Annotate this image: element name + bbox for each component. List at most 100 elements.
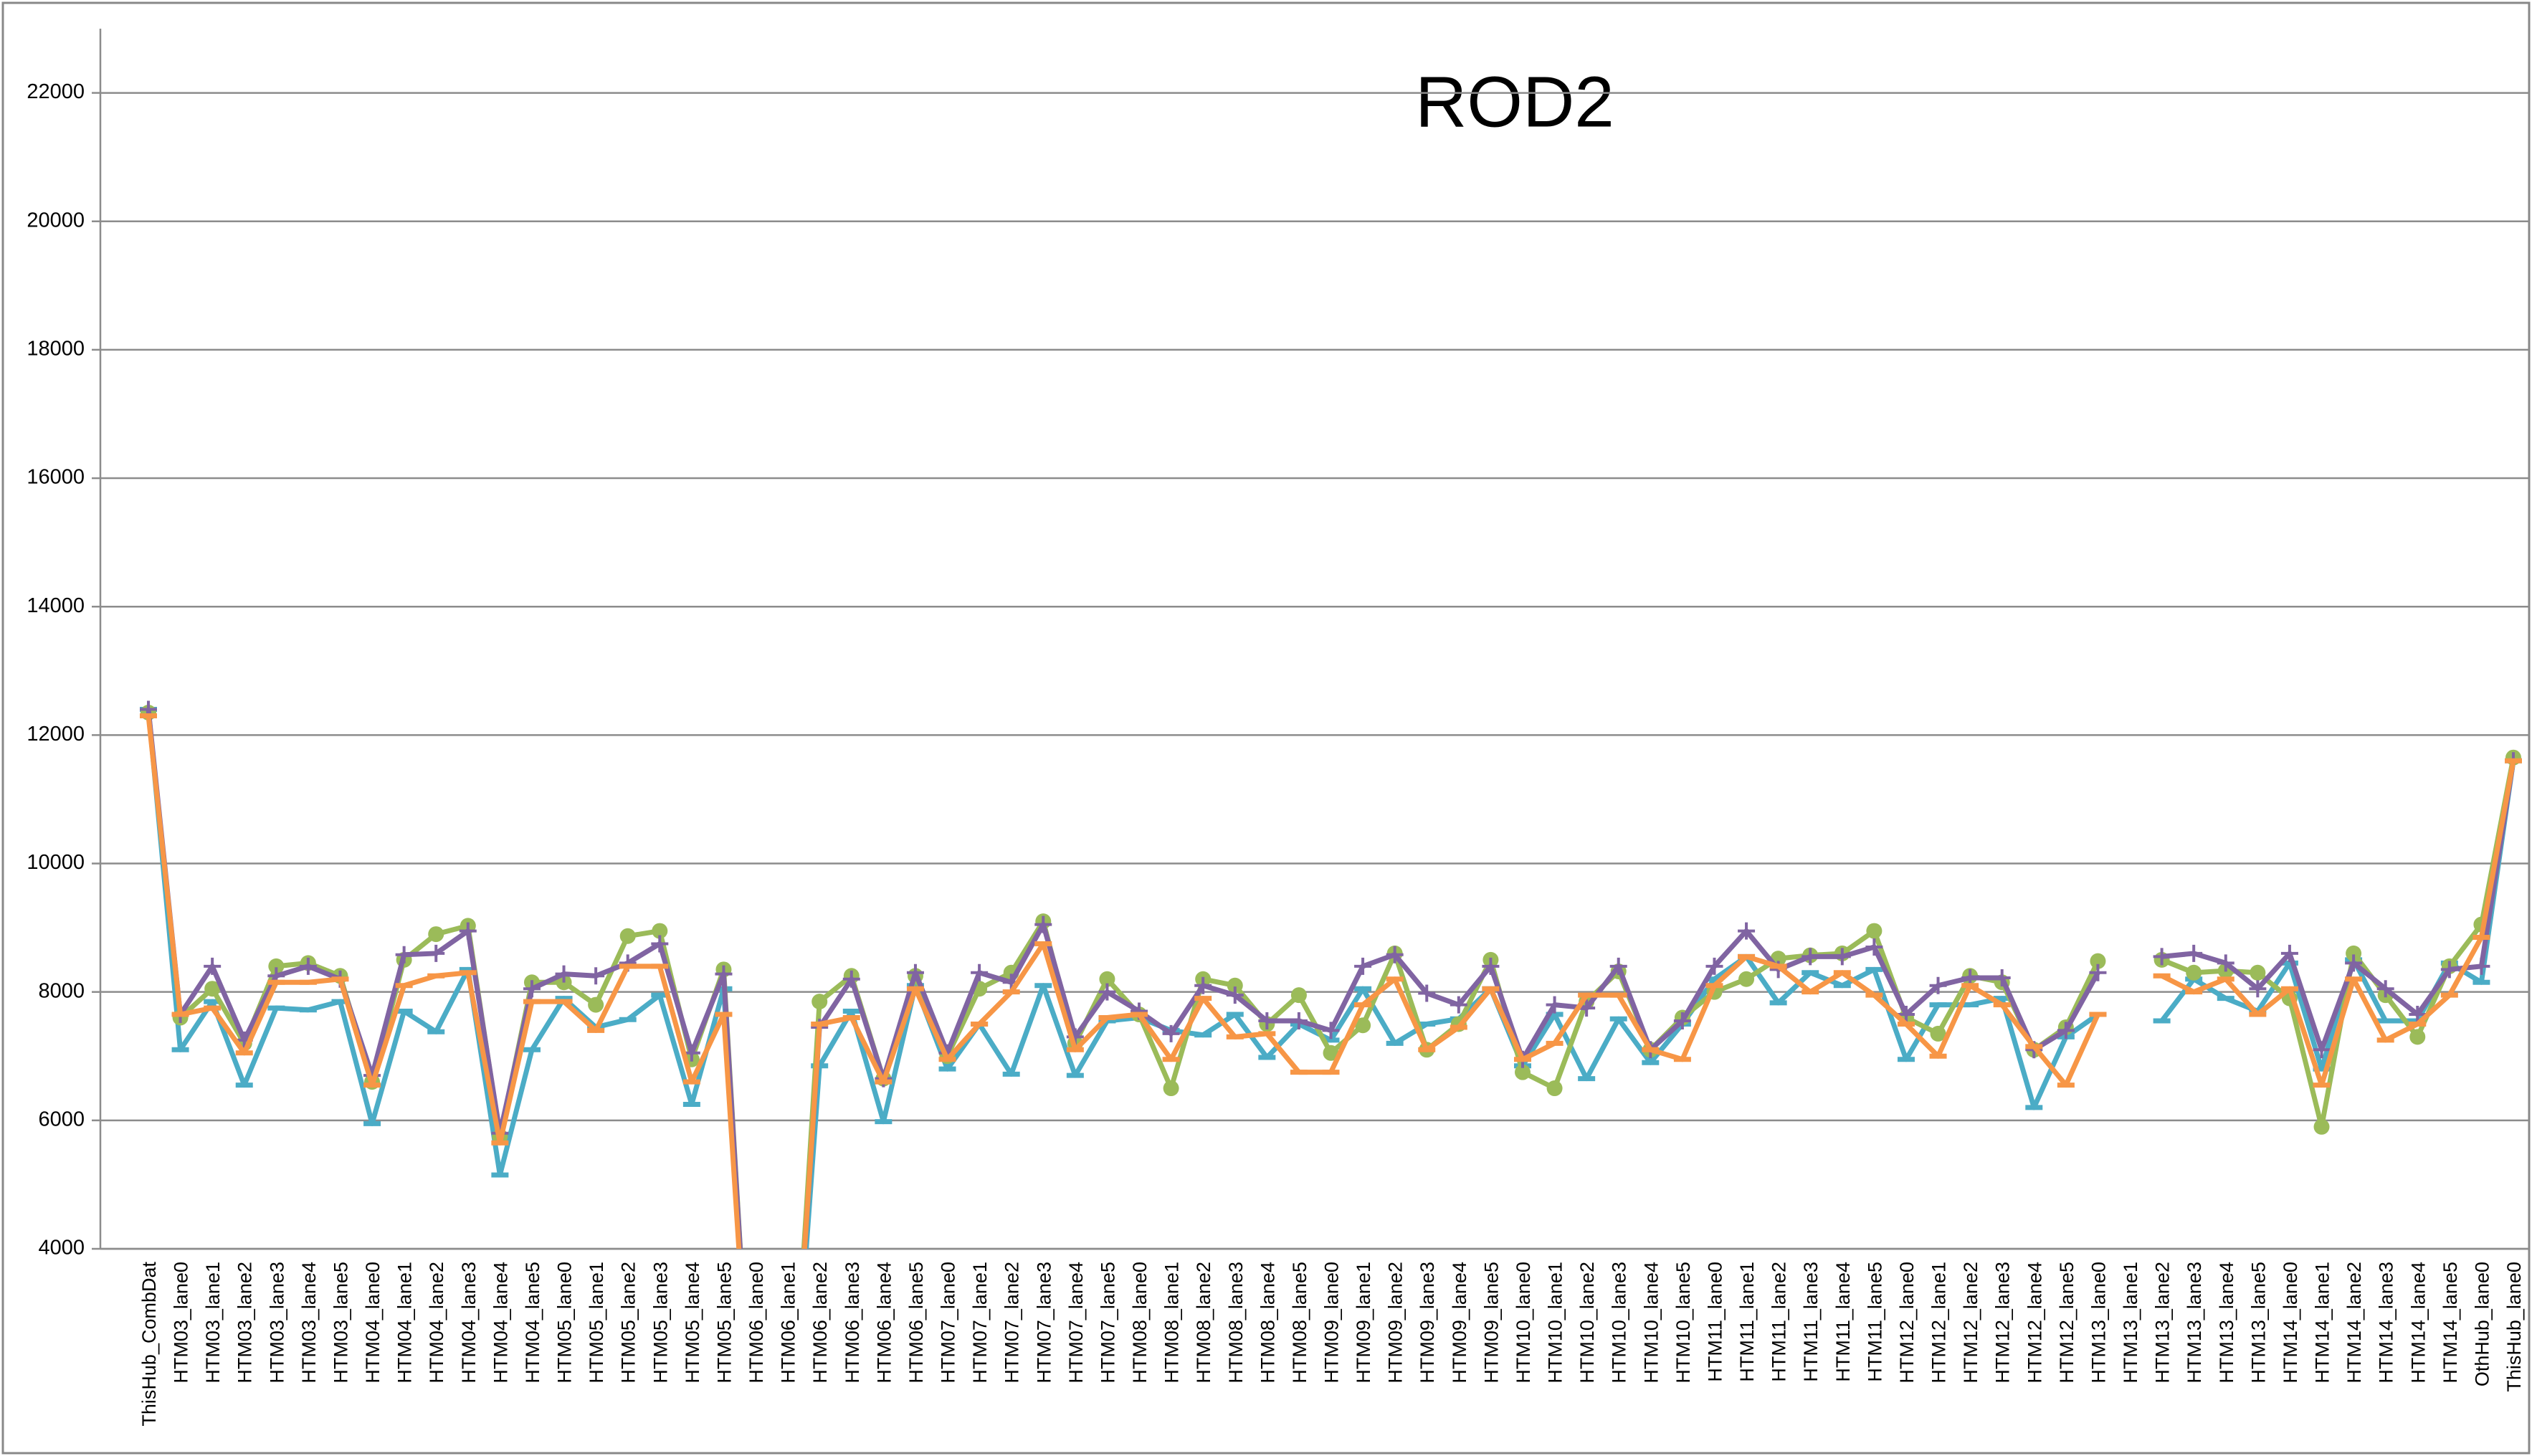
marker: [2057, 1022, 2075, 1039]
marker: [2409, 1029, 2426, 1045]
x-tick-label: HTM12_lane1: [1928, 1262, 1950, 1384]
x-tick-label: HTM03_lane2: [234, 1262, 256, 1384]
x-tick-label: HTM11_lane4: [1832, 1262, 1854, 1382]
x-tick-label: HTM12_lane0: [1896, 1262, 1918, 1384]
x-tick-label: HTM05_lane5: [713, 1262, 735, 1384]
x-tick-label: HTM14_lane0: [2280, 1262, 2301, 1384]
x-tick-label: HTM09_lane3: [1417, 1262, 1438, 1384]
marker: [299, 957, 317, 975]
x-tick-label: HTM11_lane2: [1769, 1262, 1790, 1382]
marker: [2313, 1041, 2331, 1059]
x-tick-label: HTM14_lane1: [2312, 1262, 2333, 1384]
marker: [588, 996, 604, 1013]
marker: [1865, 938, 1883, 956]
y-tick-label: 4000: [38, 1237, 85, 1260]
y-tick-label: 16000: [27, 466, 85, 489]
marker: [2472, 957, 2490, 975]
marker: [2346, 945, 2362, 961]
y-tick-label: 22000: [27, 80, 85, 103]
x-tick-label: HTM04_lane4: [490, 1262, 511, 1384]
marker: [1738, 922, 1756, 940]
marker: [1673, 1012, 1691, 1029]
x-tick-label: HTM11_lane1: [1736, 1262, 1758, 1382]
x-tick-label: HTM03_lane4: [298, 1262, 320, 1384]
marker: [812, 994, 828, 1010]
marker: [459, 922, 477, 940]
x-tick-label: HTM13_lane4: [2216, 1262, 2237, 1384]
marker: [1354, 957, 1372, 975]
marker: [2186, 964, 2202, 981]
marker: [1290, 1012, 1308, 1029]
x-tick-label: HTM04_lane3: [458, 1262, 480, 1384]
x-tick-label: HTM10_lane5: [1672, 1262, 1694, 1384]
marker: [842, 970, 860, 988]
marker: [1098, 983, 1116, 1001]
x-tick-label: HTM06_lane5: [905, 1262, 927, 1384]
marker: [1705, 957, 1723, 975]
marker: [1546, 1080, 1563, 1097]
y-tick-label: 12000: [27, 723, 85, 746]
marker: [715, 965, 733, 983]
x-tick-label: HTM14_lane4: [2407, 1262, 2429, 1384]
x-tick-label: HTM08_lane5: [1289, 1262, 1310, 1384]
marker: [2090, 953, 2106, 969]
marker: [1482, 957, 1500, 975]
marker: [1162, 1024, 1180, 1042]
y-tick-label: 8000: [38, 979, 85, 1002]
x-tick-label: HTM05_lane0: [554, 1262, 576, 1384]
marker: [2250, 964, 2266, 981]
marker: [2185, 944, 2203, 962]
marker: [1897, 1006, 1915, 1024]
x-tick-label: HTM12_lane5: [2056, 1262, 2078, 1384]
y-tick-label: 18000: [27, 338, 85, 361]
y-tick-label: 6000: [38, 1108, 85, 1131]
x-tick-label: HTM14_lane2: [2343, 1262, 2365, 1384]
x-tick-label: HTM06_lane0: [746, 1262, 767, 1384]
marker: [427, 944, 445, 962]
y-tick-label: 14000: [27, 594, 85, 617]
marker: [1226, 986, 1244, 1004]
x-tick-label: HTM13_lane3: [2184, 1262, 2205, 1384]
x-tick-label: HTM12_lane3: [1992, 1262, 2014, 1384]
x-tick-label: HTM07_lane3: [1033, 1262, 1055, 1384]
marker: [651, 935, 669, 953]
marker: [2440, 961, 2458, 979]
x-tick-label: HTM07_lane4: [1065, 1262, 1087, 1384]
x-tick-label: HTM09_lane1: [1353, 1262, 1374, 1384]
x-tick-label: HTM03_lane3: [266, 1262, 287, 1384]
x-tick-label: HTM13_lane0: [2088, 1262, 2109, 1384]
marker: [2249, 980, 2267, 998]
marker: [204, 957, 222, 975]
marker: [2345, 954, 2363, 972]
marker: [1833, 948, 1851, 966]
x-tick-label: HTM08_lane4: [1257, 1262, 1278, 1384]
x-tick-label: HTM08_lane3: [1225, 1262, 1247, 1384]
marker: [619, 928, 636, 944]
marker: [971, 963, 989, 981]
marker: [1866, 923, 1883, 939]
marker: [1802, 948, 1819, 966]
marker: [1227, 977, 1243, 994]
x-tick-label: OthHub_lane0: [2471, 1262, 2493, 1386]
x-tick-label: HTM08_lane1: [1161, 1262, 1183, 1384]
y-tick-label: 10000: [27, 851, 85, 874]
x-tick-label: HTM04_lane5: [522, 1262, 543, 1384]
marker: [268, 958, 285, 974]
x-tick-label: HTM06_lane2: [809, 1262, 831, 1384]
marker: [555, 965, 573, 983]
x-tick-label: HTM08_lane2: [1193, 1262, 1214, 1384]
x-tick-label: HTM12_lane4: [2024, 1262, 2045, 1384]
x-tick-label: ThisHub_CombDat: [138, 1262, 160, 1427]
marker: [2217, 954, 2234, 972]
marker: [2376, 980, 2394, 998]
x-tick-label: HTM13_lane1: [2120, 1262, 2141, 1384]
marker: [1609, 957, 1627, 975]
marker: [395, 946, 413, 963]
marker: [1290, 987, 1307, 1004]
x-tick-label: HTM11_lane5: [1864, 1262, 1885, 1382]
marker: [2280, 944, 2298, 962]
marker: [1546, 996, 1564, 1014]
x-tick-label: HTM13_lane2: [2152, 1262, 2174, 1384]
x-tick-label: HTM07_lane5: [1097, 1262, 1118, 1384]
